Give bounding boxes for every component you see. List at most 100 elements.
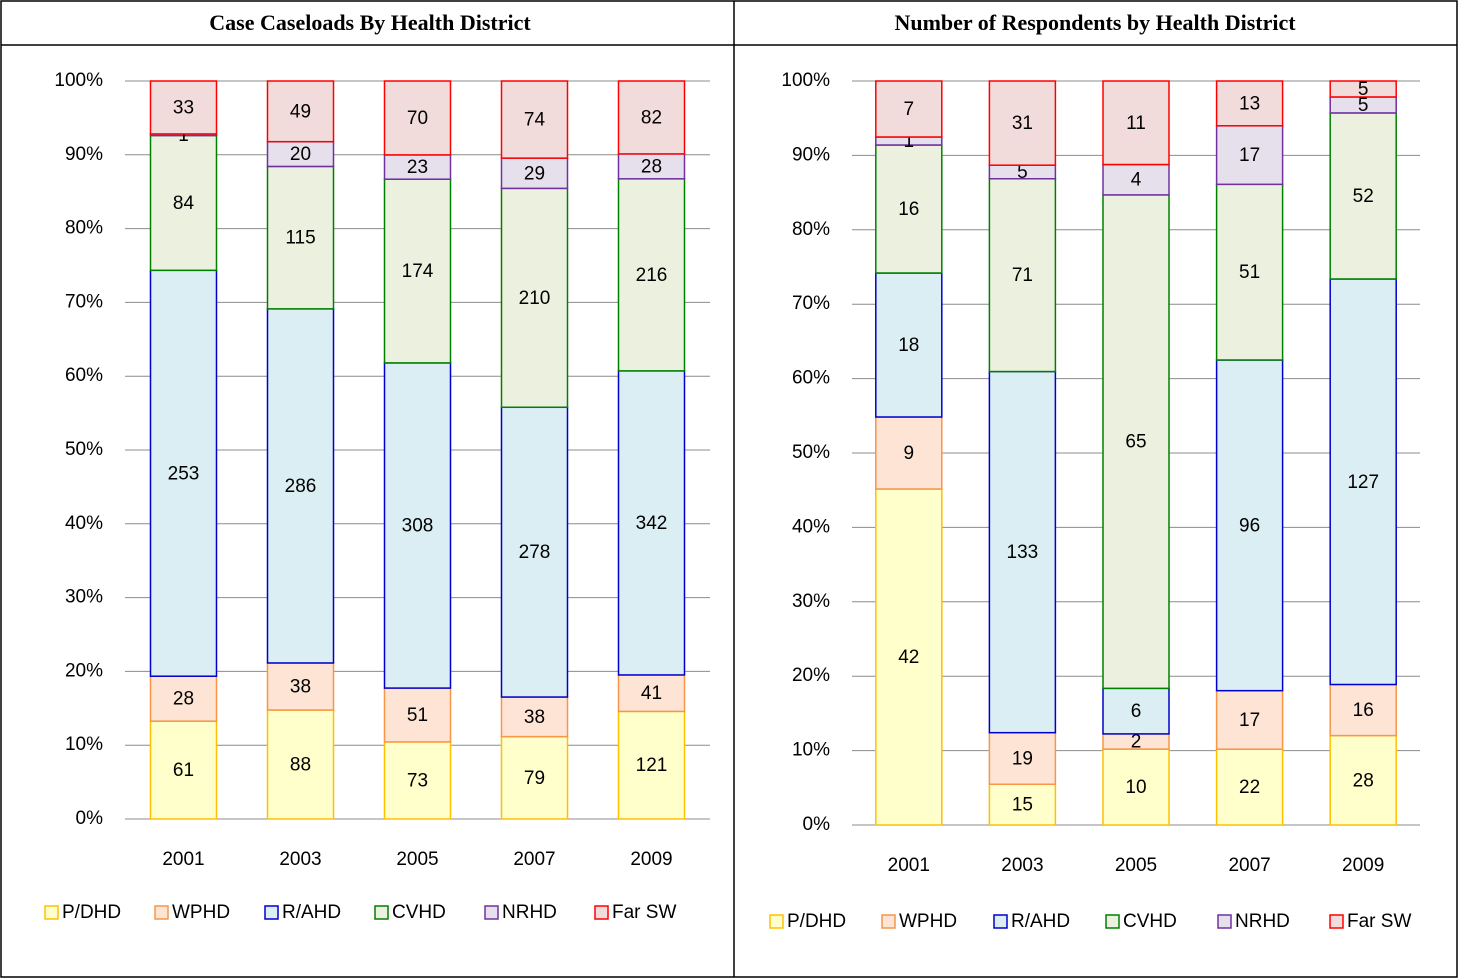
y-tick-label: 60% <box>65 365 103 386</box>
data-label: 10 <box>1125 777 1146 798</box>
data-label: 70 <box>407 108 428 129</box>
y-tick-label: 80% <box>792 219 830 240</box>
data-label: 5 <box>1017 162 1028 183</box>
data-label: 33 <box>173 97 194 118</box>
data-label: 79 <box>524 768 545 789</box>
x-tick-label: 2009 <box>630 849 672 870</box>
bar-segment <box>1215 689 1284 750</box>
bar-segment <box>617 80 686 155</box>
y-tick-label: 100% <box>54 70 103 91</box>
bar-segment <box>875 80 943 138</box>
data-label: 65 <box>1125 432 1146 453</box>
bar-segment <box>1329 112 1397 280</box>
data-label: 1 <box>904 131 915 152</box>
bar-segment <box>266 140 335 168</box>
data-label: 28 <box>173 689 194 710</box>
legend-label: WPHD <box>172 902 230 923</box>
data-label: 16 <box>898 199 919 220</box>
legend-swatch <box>881 914 896 929</box>
data-label: 133 <box>1007 542 1039 563</box>
data-label: 342 <box>636 513 668 534</box>
data-label: 28 <box>641 156 662 177</box>
bar-segment <box>1102 80 1170 166</box>
y-tick-label: 0% <box>803 814 831 835</box>
y-tick-label: 70% <box>65 291 103 312</box>
data-label: 74 <box>524 110 546 131</box>
data-label: 18 <box>898 335 919 356</box>
data-label: 17 <box>1239 710 1260 731</box>
legend-label: P/DHD <box>787 911 846 932</box>
bar-segment <box>1102 687 1170 735</box>
data-label: 5 <box>1358 95 1369 116</box>
legend-label: CVHD <box>1123 911 1177 932</box>
bar-segment <box>500 187 569 409</box>
data-label: 15 <box>1012 795 1033 816</box>
legend-label: NRHD <box>1235 911 1290 932</box>
bar-segment <box>988 80 1057 166</box>
data-label: 1 <box>178 125 189 146</box>
bar-segment <box>266 709 335 820</box>
data-label: 16 <box>1353 700 1374 721</box>
bar-segment <box>266 80 335 143</box>
bar-segment <box>383 687 452 743</box>
data-label: 41 <box>641 683 662 704</box>
bar-segment <box>383 154 452 180</box>
bar-segment <box>1215 125 1284 186</box>
bar-segment <box>266 165 335 310</box>
data-label: 82 <box>641 107 662 128</box>
bar-segment <box>617 178 686 372</box>
y-tick-label: 0% <box>76 808 104 829</box>
legend-label: Far SW <box>612 902 676 923</box>
bar-segment <box>1215 80 1284 127</box>
y-tick-label: 40% <box>792 516 830 537</box>
y-tick-label: 10% <box>65 734 103 755</box>
data-label: 29 <box>524 163 545 184</box>
bar-segment <box>383 80 452 156</box>
data-label: 11 <box>1126 113 1146 134</box>
data-label: 121 <box>636 755 668 776</box>
bar-segment <box>383 178 452 364</box>
y-tick-label: 30% <box>792 591 830 612</box>
legend-label: WPHD <box>899 911 957 932</box>
data-label: 51 <box>407 705 428 726</box>
legend-label: P/DHD <box>62 902 121 923</box>
bar-segment <box>149 80 218 135</box>
data-label: 6 <box>1131 701 1142 722</box>
data-label: 253 <box>168 463 200 484</box>
bar-segment <box>500 157 569 190</box>
data-label: 42 <box>898 647 919 668</box>
y-tick-label: 70% <box>792 293 830 314</box>
legend-swatch <box>769 914 784 929</box>
bar-segment <box>988 178 1057 373</box>
x-tick-label: 2003 <box>1001 855 1043 876</box>
data-label: 23 <box>407 157 428 178</box>
bar-segment <box>149 269 218 677</box>
bar-segment <box>149 720 218 820</box>
data-label: 127 <box>1347 472 1379 493</box>
bar-segment <box>988 370 1057 734</box>
bar-segment <box>1329 683 1397 737</box>
bar-segment <box>988 783 1057 826</box>
x-tick-label: 2003 <box>279 849 321 870</box>
data-label: 115 <box>285 228 315 249</box>
data-label: 9 <box>904 443 915 464</box>
y-tick-label: 90% <box>792 144 830 165</box>
data-label: 61 <box>173 760 194 781</box>
chart-title: Number of Respondents by Health District <box>894 10 1296 35</box>
bar-segment <box>1215 183 1284 361</box>
data-label: 96 <box>1239 515 1260 536</box>
bar-segment <box>266 662 335 711</box>
data-label: 174 <box>402 261 434 282</box>
bar-segment <box>1102 163 1170 196</box>
bar-segment <box>875 144 943 274</box>
data-label: 22 <box>1239 777 1260 798</box>
legend-label: CVHD <box>392 902 446 923</box>
bar-segment <box>1329 278 1397 686</box>
legend-label: R/AHD <box>1011 911 1070 932</box>
x-tick-label: 2007 <box>1228 855 1270 876</box>
y-tick-label: 20% <box>792 665 830 686</box>
legend-swatch <box>154 905 169 920</box>
data-label: 71 <box>1012 265 1033 286</box>
